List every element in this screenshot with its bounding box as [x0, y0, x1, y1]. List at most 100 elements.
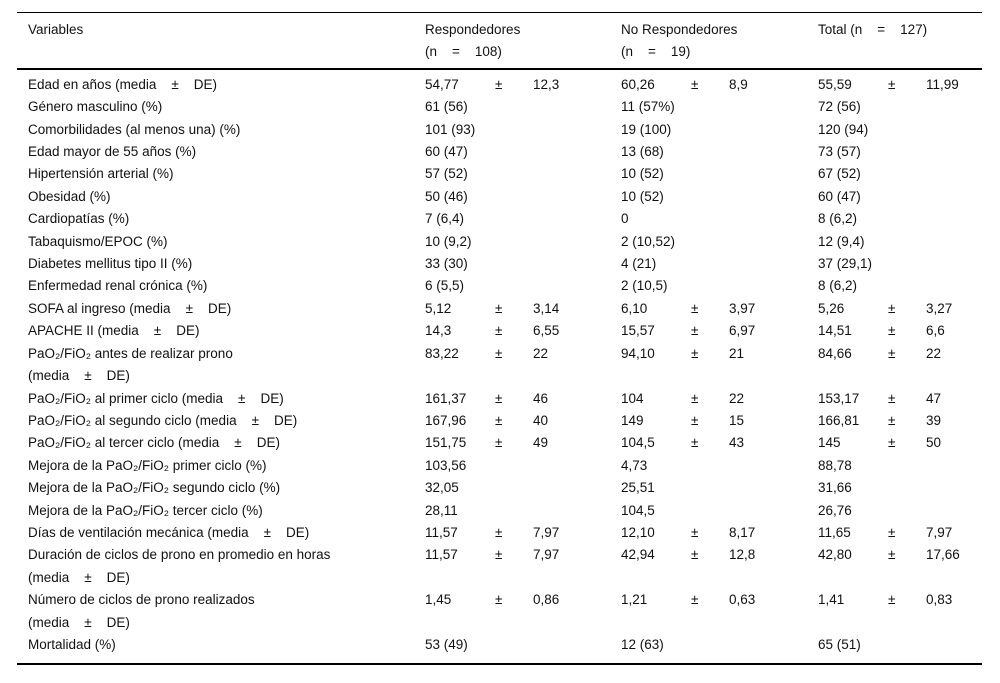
no-respondedores-cell: 104 ±22 — [621, 388, 818, 410]
plus-minus-sign: ± — [691, 435, 699, 451]
no-respondedores-cell: 15,57 ±6,97 — [621, 320, 818, 342]
value: 60 (47) — [818, 188, 861, 204]
plus-minus-sign: ± — [691, 323, 699, 339]
value: 83,22 — [425, 345, 459, 361]
total-cell: 120 (94) — [818, 119, 982, 141]
variable-label: Diabetes mellitus tipo II (%) — [28, 256, 193, 272]
plus-minus-sign: ± — [691, 547, 699, 563]
standard-deviation: 7,97 — [926, 524, 953, 540]
respondedores-cell: 11,57 ±7,97 — [425, 522, 621, 544]
value: 11 (57%) — [621, 99, 675, 115]
value: 32,05 — [425, 480, 459, 496]
value: 6 (5,5) — [425, 278, 465, 294]
no-respondedores-cell: 12 (63) — [621, 634, 818, 664]
table-row: Número de ciclos de prono realizados (me… — [17, 589, 982, 634]
variables-table: Variables Respondedores (n = 108) No Res… — [17, 12, 982, 666]
column-header-no-respondedores: No Respondedores (n = 19) — [621, 12, 818, 70]
value: 12 (63) — [621, 636, 664, 652]
total-cell: 37 (29,1) — [818, 253, 982, 275]
total-cell: 73 (57) — [818, 141, 982, 163]
value: 60,26 — [621, 76, 655, 92]
value: 13 (68) — [621, 144, 664, 160]
standard-deviation: 7,97 — [533, 547, 560, 563]
header-row: Variables Respondedores (n = 108) No Res… — [17, 12, 982, 70]
variable-label: PaO₂/FiO₂ al segundo ciclo (media ± DE) — [28, 412, 298, 428]
variable-label: Edad mayor de 55 años (%) — [28, 144, 197, 160]
standard-deviation: 3,27 — [926, 300, 953, 316]
value: 104,5 — [621, 435, 655, 451]
column-header-total: Total (n = 127) — [818, 12, 982, 70]
no-respondedores-cell: 4 (21) — [621, 253, 818, 275]
plus-minus-sign: ± — [495, 390, 503, 406]
value: 2 (10,52) — [621, 233, 676, 249]
plus-minus-sign: ± — [495, 412, 503, 428]
standard-deviation: 12,3 — [533, 76, 560, 92]
value: 33 (30) — [425, 256, 468, 272]
no-respondedores-cell: 94,10 ±21 — [621, 343, 818, 388]
no-respondedores-cell: 149 ±15 — [621, 410, 818, 432]
total-cell: 5,26 ±3,27 — [818, 298, 982, 320]
plus-minus-sign: ± — [495, 323, 503, 339]
standard-deviation: 17,66 — [926, 547, 960, 563]
value: 5,12 — [425, 300, 452, 316]
value: 1,45 — [425, 592, 452, 608]
value: 11,57 — [425, 547, 458, 563]
value: 42,94 — [621, 547, 655, 563]
variable-label: Duración de ciclos de prono en promedio … — [28, 547, 331, 585]
variable-label: Comorbilidades (al menos una) (%) — [28, 121, 241, 137]
value: 12 (9,4) — [818, 233, 865, 249]
respondedores-cell: 101 (93) — [425, 119, 621, 141]
value: 10 (52) — [621, 188, 664, 204]
plus-minus-sign: ± — [888, 524, 896, 540]
standard-deviation: 8,17 — [729, 524, 756, 540]
total-cell: 145 ±50 — [818, 432, 982, 454]
variable-label: Mejora de la PaO₂/FiO₂ segundo ciclo (%) — [28, 480, 281, 496]
no-respondedores-cell: 42,94 ±12,8 — [621, 544, 818, 589]
respondedores-cell: 14,3 ±6,55 — [425, 320, 621, 342]
total-cell: 31,66 — [818, 477, 982, 499]
table-row: Cardiopatías (%) 7 (6,4) 0 8 (6,2) — [17, 208, 982, 230]
no-respondedores-cell: 104,5 ±43 — [621, 432, 818, 454]
table-row: Mortalidad (%) 53 (49) 12 (63) 65 (51) — [17, 634, 982, 664]
no-respondedores-cell: 60,26 ±8,9 — [621, 69, 818, 96]
variable-label: SOFA al ingreso (media ± DE) — [28, 300, 232, 316]
standard-deviation: 50 — [926, 435, 942, 451]
plus-minus-sign: ± — [691, 412, 699, 428]
no-respondedores-cell: 2 (10,5) — [621, 275, 818, 297]
variable-label: PaO₂/FiO₂ al primer ciclo (media ± DE) — [28, 390, 284, 406]
standard-deviation: 0,63 — [729, 592, 756, 608]
value: 11,65 — [818, 524, 851, 540]
value: 14,3 — [425, 323, 452, 339]
value: 12,10 — [621, 524, 655, 540]
table-row: Enfermedad renal crónica (%) 6 (5,5) 2 (10… — [17, 275, 982, 297]
respondedores-cell: 28,11 — [425, 500, 621, 522]
respondedores-cell: 6 (5,5) — [425, 275, 621, 297]
standard-deviation: 47 — [926, 390, 942, 406]
standard-deviation: 21 — [729, 345, 745, 361]
table-row: Hipertensión arterial (%) 57 (52) 10 (52) 6… — [17, 163, 982, 185]
no-respondedores-cell: 10 (52) — [621, 186, 818, 208]
respondedores-cell: 103,56 — [425, 455, 621, 477]
variable-label: PaO₂/FiO₂ antes de realizar prono (media… — [28, 345, 233, 384]
respondedores-cell: 54,77 ±12,3 — [425, 69, 621, 96]
total-cell: 11,65 ±7,97 — [818, 522, 982, 544]
value: 84,66 — [818, 345, 852, 361]
value: 60 (47) — [425, 144, 468, 160]
total-cell: 8 (6,2) — [818, 275, 982, 297]
value: 15,57 — [621, 323, 655, 339]
plus-minus-sign: ± — [888, 300, 896, 316]
table-row: Género masculino (%) 61 (56) 11 (57%) 72 (5… — [17, 96, 982, 118]
value: 153,17 — [818, 390, 860, 406]
value: 7 (6,4) — [425, 211, 465, 227]
value: 54,77 — [425, 76, 459, 92]
variable-label: Tabaquismo/EPOC (%) — [28, 233, 168, 249]
plus-minus-sign: ± — [495, 76, 503, 92]
variable-label: Hipertensión arterial (%) — [28, 166, 174, 182]
standard-deviation: 6,97 — [729, 323, 756, 339]
no-respondedores-cell: 25,51 — [621, 477, 818, 499]
value: 166,81 — [818, 412, 860, 428]
plus-minus-sign: ± — [495, 547, 503, 563]
plus-minus-sign: ± — [495, 592, 503, 608]
value: 14,51 — [818, 323, 852, 339]
